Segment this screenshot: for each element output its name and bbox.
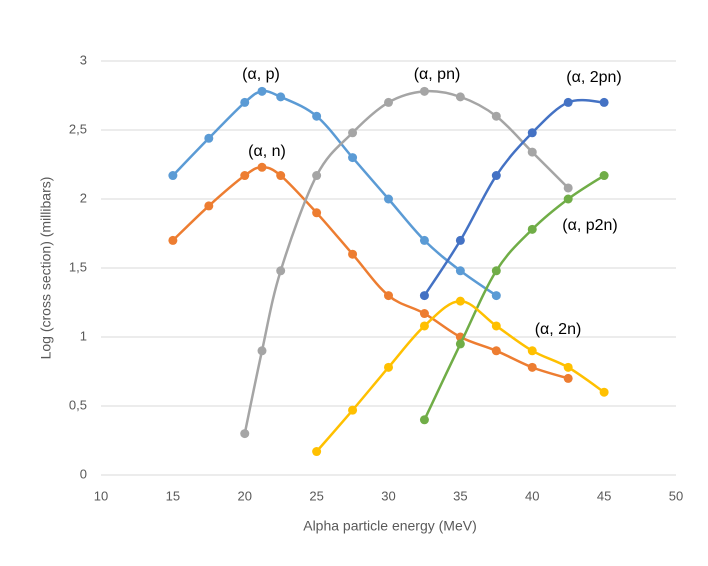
data-point: [455, 92, 465, 102]
data-point: [240, 97, 250, 107]
data-point: [419, 235, 429, 245]
data-point: [599, 387, 609, 397]
data-point: [563, 183, 573, 193]
data-point: [168, 235, 178, 245]
data-point: [455, 266, 465, 276]
data-point: [257, 86, 267, 96]
data-point: [204, 201, 214, 211]
data-point: [491, 111, 501, 121]
x-tick-label: 20: [238, 488, 252, 503]
series-label: (α, p2n): [562, 217, 618, 234]
data-point: [276, 92, 286, 102]
data-point: [527, 224, 537, 234]
data-point: [419, 86, 429, 96]
data-point: [312, 171, 322, 181]
data-point: [384, 194, 393, 204]
x-tick-label: 25: [309, 488, 323, 503]
x-tick-label: 40: [525, 488, 539, 503]
data-point: [419, 321, 429, 331]
data-point: [527, 128, 537, 138]
x-tick-label: 35: [453, 488, 467, 503]
series-line: [423, 98, 605, 297]
data-point: [384, 362, 393, 372]
data-point: [240, 171, 250, 181]
series-label: (α, 2pn): [566, 69, 622, 86]
data-point: [491, 346, 501, 356]
data-point: [491, 171, 501, 181]
data-point: [240, 429, 250, 439]
data-point: [384, 97, 393, 107]
data-point: [419, 291, 429, 301]
data-point: [563, 97, 573, 107]
data-point: [491, 291, 501, 301]
data-point: [599, 97, 609, 107]
y-tick-label: 1,5: [69, 259, 87, 274]
x-tick-label: 30: [381, 488, 395, 503]
data-point: [527, 346, 537, 356]
series-label: (α, 2n): [535, 321, 582, 338]
data-point: [455, 235, 465, 245]
y-tick-label: 0: [80, 466, 87, 481]
x-axis-title: Alpha particle energy (MeV): [303, 518, 477, 534]
x-tick-label: 50: [669, 488, 683, 503]
data-point: [276, 266, 286, 276]
data-point: [312, 447, 322, 457]
data-point: [563, 373, 573, 383]
data-point: [599, 171, 609, 181]
y-axis-title: Log (cross section) (millibars): [38, 177, 54, 360]
data-point: [527, 362, 537, 372]
data-point: [491, 266, 501, 276]
data-point: [312, 208, 322, 218]
y-tick-label: 2: [80, 190, 87, 205]
series-label: (α, n): [248, 143, 286, 160]
data-point: [257, 346, 267, 356]
data-point: [491, 321, 501, 331]
data-point: [204, 133, 214, 143]
data-point: [419, 415, 429, 425]
y-tick-label: 3: [80, 52, 87, 67]
series-label: (α, pn): [414, 66, 461, 83]
data-point: [419, 309, 429, 319]
data-point: [455, 339, 465, 349]
x-tick-label: 10: [94, 488, 108, 503]
y-tick-label: 1: [80, 328, 87, 343]
data-point: [527, 147, 537, 157]
data-point: [563, 362, 573, 372]
data-point: [276, 171, 286, 181]
data-point: [384, 291, 393, 301]
data-point: [257, 162, 267, 172]
x-tick-label: 15: [166, 488, 180, 503]
data-point: [168, 171, 178, 181]
data-point: [348, 249, 358, 259]
series-label: (α, p): [242, 66, 280, 83]
data-point: [348, 405, 358, 415]
x-tick-label: 45: [597, 488, 611, 503]
series-line: [243, 89, 570, 434]
data-point: [348, 153, 358, 163]
series-line: [423, 174, 605, 421]
data-point: [348, 128, 358, 138]
data-point: [563, 194, 573, 204]
data-point: [455, 296, 465, 306]
y-tick-label: 2,5: [69, 121, 87, 136]
y-tick-label: 0,5: [69, 397, 87, 412]
data-point: [312, 111, 322, 121]
